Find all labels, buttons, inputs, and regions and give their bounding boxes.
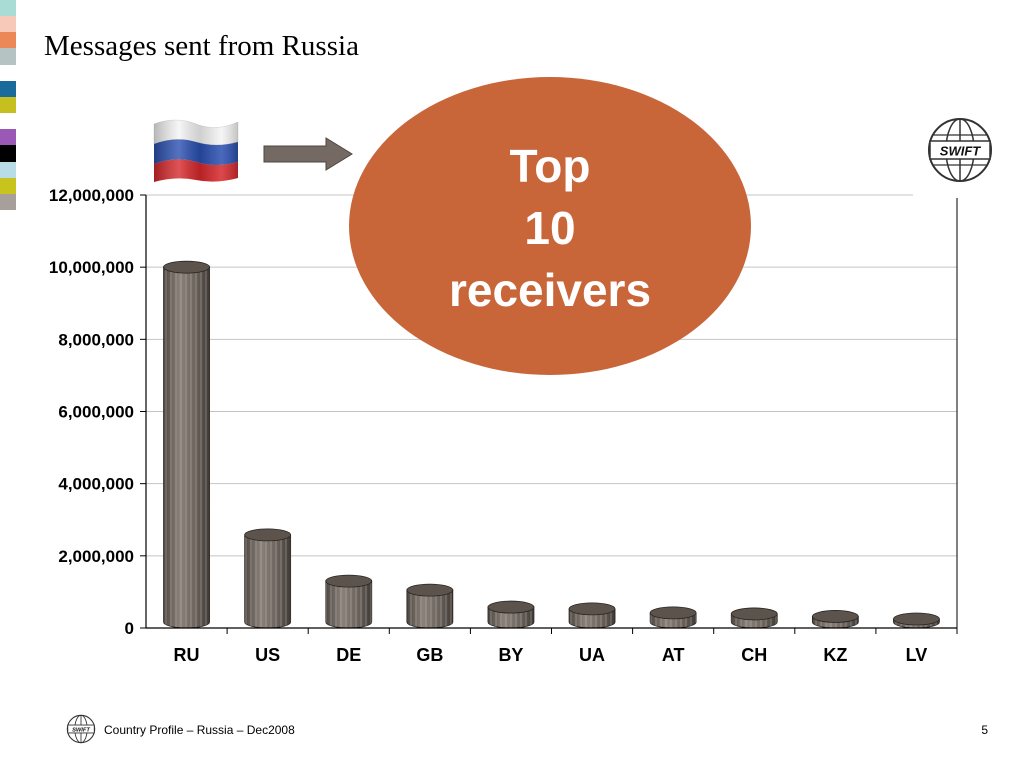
color-swatch <box>0 113 16 130</box>
bar <box>811 610 859 629</box>
bar <box>730 607 778 629</box>
callout-line-3: receivers <box>448 264 652 316</box>
bar <box>568 602 616 629</box>
x-tick-label: UA <box>579 645 605 665</box>
bar <box>406 583 454 629</box>
color-swatch <box>0 145 16 163</box>
swift-globe-logo-icon: SWIFT <box>928 118 992 182</box>
color-swatch <box>0 129 16 146</box>
x-tick-label: LV <box>906 645 928 665</box>
callout-line-2: 10 <box>524 202 576 254</box>
color-swatch <box>0 80 16 98</box>
bar <box>487 600 535 629</box>
decorative-color-strip <box>0 0 16 211</box>
x-tick-label: KZ <box>823 645 847 665</box>
y-tick-label: 10,000,000 <box>49 258 134 277</box>
x-tick-label: GB <box>416 645 443 665</box>
y-tick-label: 4,000,000 <box>58 475 134 494</box>
bar <box>893 612 940 629</box>
axes <box>140 194 958 634</box>
bar <box>649 606 697 629</box>
russia-flag-icon <box>153 119 239 182</box>
x-tick-label: RU <box>174 645 200 665</box>
x-tick-labels: RU US DE GB BY UA AT CH KZ LV <box>174 645 928 665</box>
swift-logo-text: SWIFT <box>940 144 981 159</box>
x-tick-label: US <box>255 645 280 665</box>
callout-line-1: Top <box>509 140 591 192</box>
y-tick-label: 0 <box>125 619 134 638</box>
bar-texture <box>406 590 453 628</box>
bar-texture <box>163 267 210 628</box>
footer-logo-text: SWIFT <box>72 727 90 733</box>
color-swatch <box>0 177 16 195</box>
color-swatch <box>0 48 16 66</box>
x-tick-label: BY <box>498 645 523 665</box>
bar-top <box>244 528 292 542</box>
bar-texture <box>244 534 291 628</box>
footer-swift-logo-icon: SWIFT <box>66 714 96 744</box>
x-tick-label: AT <box>662 645 685 665</box>
x-tick-label: DE <box>336 645 361 665</box>
bar <box>244 528 292 629</box>
bar-top <box>163 260 210 274</box>
top10-callout: Top 10 receivers <box>349 77 751 375</box>
bar-top <box>730 607 778 621</box>
x-tick-label: CH <box>741 645 767 665</box>
y-tick-labels: 0 2,000,000 4,000,000 6,000,000 8,000,000 10,… <box>49 186 134 638</box>
bars <box>163 260 940 629</box>
color-swatch <box>0 193 16 211</box>
color-swatch <box>0 16 16 33</box>
bar-top <box>487 600 535 614</box>
slide-title: Messages sent from Russia <box>44 30 359 62</box>
y-tick-label: 2,000,000 <box>58 547 134 566</box>
y-tick-label: 8,000,000 <box>58 330 134 349</box>
color-swatch <box>0 64 16 82</box>
right-arrow-icon <box>263 137 353 171</box>
footer-caption: Country Profile – Russia – Dec2008 <box>104 723 295 737</box>
color-swatch <box>0 0 16 17</box>
bar-top <box>325 574 373 588</box>
bar <box>325 574 373 629</box>
y-tick-label: 12,000,000 <box>49 186 134 205</box>
color-swatch <box>0 32 16 49</box>
color-swatch <box>0 161 16 179</box>
bar-top <box>649 606 697 620</box>
bar-texture <box>325 581 372 628</box>
bar-top <box>811 610 859 623</box>
bar-top <box>893 612 940 626</box>
y-tick-label: 6,000,000 <box>58 403 134 422</box>
bar-top <box>568 602 616 616</box>
page-number: 5 <box>981 723 988 737</box>
bar-top <box>406 583 454 597</box>
color-swatch <box>0 96 16 114</box>
bar <box>163 260 210 629</box>
